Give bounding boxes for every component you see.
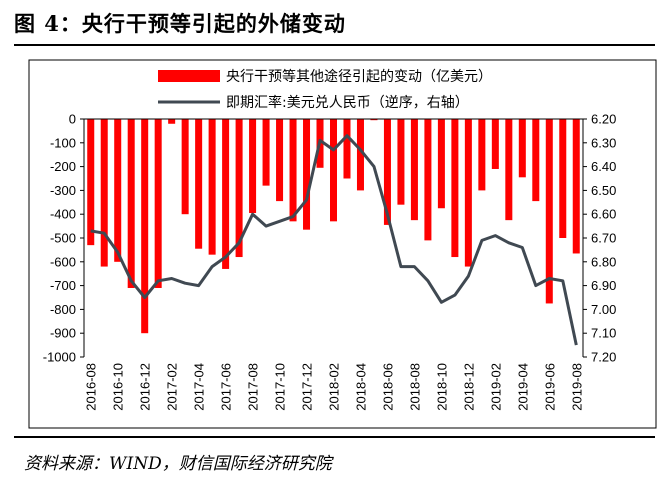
x-tick-label: 2019-08 <box>569 363 584 411</box>
bar-2018-09 <box>424 119 432 241</box>
bar-2018-05 <box>370 119 378 121</box>
left-tick-label: -500 <box>50 231 76 246</box>
x-tick-label: 2017-04 <box>192 363 207 411</box>
x-tick-label: 2017-06 <box>219 363 234 411</box>
x-tick-label: 2019-04 <box>515 363 530 411</box>
bar-2019-06 <box>545 119 553 304</box>
x-tick-label: 2016-12 <box>138 363 153 411</box>
x-axis: 2016-08 2016-10 2016-12 2017-02 2017-04 2017-… <box>84 118 584 411</box>
bar-2017-06 <box>222 119 230 269</box>
left-tick-label: -600 <box>50 254 76 269</box>
bar-2019-01 <box>478 119 486 191</box>
legend-line-label: 即期汇率:美元兑人民币（逆序，右轴） <box>226 94 469 111</box>
x-tick-label: 2017-02 <box>165 363 180 411</box>
title-divider <box>14 44 655 46</box>
x-tick-label: 2017-08 <box>246 363 261 411</box>
left-tick-label: -1000 <box>43 350 76 365</box>
x-tick-label: 2018-04 <box>353 363 368 411</box>
plot-border <box>28 59 657 429</box>
bar-2018-10 <box>437 119 445 209</box>
right-tick-label: 6.30 <box>591 135 616 150</box>
bar-2016-08 <box>87 119 95 246</box>
right-tick-label: 6.60 <box>591 207 616 222</box>
fx-rate-line <box>90 134 578 346</box>
bar-2018-02 <box>329 119 338 222</box>
x-tick-label: 2018-10 <box>434 363 449 411</box>
right-tick-label: 6.90 <box>591 278 616 293</box>
x-tick-label: 2018-08 <box>407 363 422 411</box>
bar-2018-08 <box>410 119 418 221</box>
right-tick-label: 7.20 <box>591 350 616 365</box>
legend-bar-label: 央行干预等其他途径引起的变动（亿美元） <box>226 68 492 85</box>
bar-2016-10 <box>114 119 122 262</box>
source-note: 资料来源：WIND，财信国际经济研究院 <box>24 454 332 474</box>
bar-2017-05 <box>208 119 216 255</box>
x-tick-label: 2017-10 <box>273 363 288 411</box>
legend: 央行干预等其他途径引起的变动（亿美元） 即期汇率:美元兑人民币（逆序，右轴） <box>158 68 492 111</box>
right-tick-label: 6.50 <box>591 183 616 198</box>
bar-2017-01 <box>154 119 162 288</box>
line-series <box>90 134 578 346</box>
x-tick-label: 2018-12 <box>461 363 476 411</box>
bar-2017-08 <box>249 119 257 214</box>
bar-2018-12 <box>464 119 472 267</box>
left-axis: 0 -100 -200 -300 -400 -500 -600 -700 -800 -900 -10… <box>43 112 85 365</box>
bar-2017-07 <box>235 119 243 258</box>
x-tick-label: 2019-06 <box>542 363 557 411</box>
right-tick-label: 6.40 <box>591 159 616 174</box>
x-tick-label: 2018-06 <box>380 363 395 411</box>
bar-2019-02 <box>491 119 499 169</box>
left-tick-label: -300 <box>50 183 76 198</box>
left-tick-label: -100 <box>50 135 76 150</box>
bar-2018-11 <box>451 119 459 258</box>
bar-2017-09 <box>262 119 270 186</box>
bar-2019-07 <box>559 119 567 238</box>
x-tick-label: 2019-02 <box>488 363 503 411</box>
bar-2016-12 <box>141 119 149 334</box>
right-tick-label: 6.70 <box>591 231 616 246</box>
bar-2017-04 <box>195 119 203 249</box>
left-tick-label: -800 <box>50 302 76 317</box>
left-tick-label: 0 <box>69 112 76 127</box>
right-tick-label: 7.10 <box>591 326 616 341</box>
bar-2018-06 <box>383 119 391 225</box>
bar-2018-07 <box>397 119 405 205</box>
bar-2017-02 <box>168 119 176 124</box>
left-tick-label: -900 <box>50 326 76 341</box>
legend-bar-swatch <box>158 70 220 82</box>
left-tick-label: -700 <box>50 278 76 293</box>
bar-2018-03 <box>343 119 351 179</box>
right-tick-label: 7.00 <box>591 302 616 317</box>
footer-divider <box>14 436 655 438</box>
x-tick-label: 2016-10 <box>111 363 126 411</box>
right-axis: 6.20 6.30 6.40 6.50 6.60 6.70 6.80 6.90 7.00 7.10… <box>582 112 616 365</box>
x-tick-label: 2017-12 <box>300 363 315 411</box>
bar-2019-08 <box>572 119 580 254</box>
left-tick-label: -200 <box>50 159 76 174</box>
bar-2016-11 <box>127 119 135 288</box>
bar-2016-09 <box>100 119 108 267</box>
x-tick-label: 2016-08 <box>84 363 99 411</box>
bar-2019-05 <box>532 119 540 202</box>
chart-title: 图 4：央行干预等引起的外储变动 <box>14 11 346 36</box>
bar-2017-10 <box>276 119 284 202</box>
bar-2018-04 <box>356 119 364 191</box>
left-tick-label: -400 <box>50 207 76 222</box>
bar-2017-03 <box>181 119 189 215</box>
x-tick-label: 2018-02 <box>327 363 342 411</box>
right-tick-label: 6.80 <box>591 254 616 269</box>
bar-2019-04 <box>518 119 526 178</box>
bar-2017-11 <box>289 119 297 222</box>
right-tick-label: 6.20 <box>591 112 616 127</box>
bar-2019-03 <box>505 119 513 221</box>
bar-2017-12 <box>303 119 311 230</box>
bar-series <box>87 119 580 334</box>
